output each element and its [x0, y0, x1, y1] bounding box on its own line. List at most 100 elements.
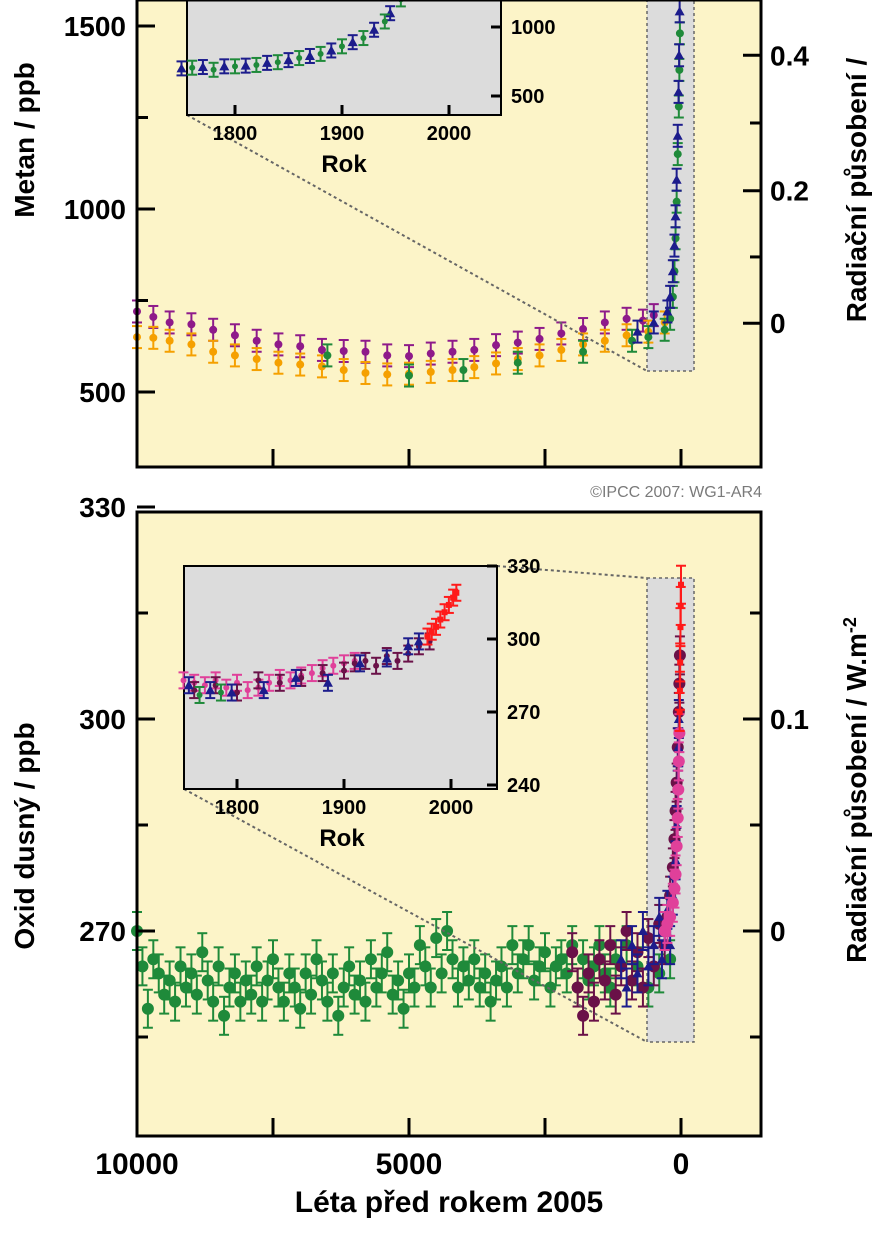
methane-inset-xlabel: Rok: [321, 151, 367, 178]
n2o-inset-point: [322, 673, 333, 692]
n2o-series: [131, 564, 686, 1036]
ch4-inset-point: [230, 58, 240, 75]
ch4-inset-point: [358, 30, 369, 47]
n2o-point: [670, 826, 683, 867]
n2o-inset-point: [215, 683, 226, 702]
ch4-point: [621, 323, 632, 348]
n2o-point: [299, 953, 312, 994]
n2o-inset-point: [306, 664, 317, 683]
ch4-inset-point: [262, 54, 273, 71]
n2o-point: [598, 960, 611, 1001]
n2o-point: [424, 967, 437, 1008]
ch4-point: [599, 310, 610, 335]
n2o-point: [141, 988, 154, 1029]
n2o-inset-xtick-label: 1800: [215, 797, 260, 819]
n2o-inset-point: [194, 685, 205, 704]
n2o-point: [245, 974, 258, 1015]
n2o-point: [620, 911, 633, 951]
n2o-inset-ytick-label: 240: [507, 775, 540, 797]
ch4-inset-ytick-label: 500: [511, 86, 544, 108]
n2o-zoom-connector-bottom: [183, 788, 648, 1043]
ch4-point: [425, 359, 436, 384]
ch4-point: [667, 259, 678, 284]
n2o-inset-point: [403, 637, 414, 656]
ch4-point: [670, 204, 681, 229]
ch4-point: [578, 339, 589, 364]
ch4-point: [599, 328, 610, 353]
ch4-inset-point: [283, 52, 294, 69]
ch4-point: [512, 350, 523, 375]
ch4-y2tick-label: 0.4: [770, 40, 809, 71]
n2o-ticks: 270 300 330 0 0.1 10000 5000 0: [79, 492, 809, 1181]
n2o-point: [397, 988, 410, 1029]
n2o-inset-point: [226, 683, 237, 702]
n2o-point: [207, 981, 220, 1022]
ch4-inset-point: [294, 50, 305, 67]
ch4-point: [164, 328, 175, 353]
ch4-inset-ytick-label: 1000: [511, 17, 556, 39]
n2o-point: [359, 981, 372, 1022]
n2o-point: [136, 946, 149, 987]
methane-panel: 1800 1900 2000 500 1000 Rok 500 1000 1500 0 0.2 0…: [9, 0, 872, 469]
n2o-y2label: Radiační působení / W.m-2: [840, 617, 872, 963]
n2o-point: [267, 939, 279, 980]
n2o-inset-point: [328, 656, 339, 675]
n2o-inset-ytick-label: 270: [507, 702, 540, 724]
ch4-inset-point: [208, 61, 219, 78]
methane-zoom-connector: [186, 114, 648, 372]
n2o-point: [604, 925, 617, 966]
ch4-inset-point: [240, 57, 251, 74]
ch4-inset-point: [176, 60, 187, 77]
n2o-inset-ytick-label: 330: [507, 556, 540, 578]
ch4-y2tick-label: 0.2: [770, 176, 809, 207]
ch4-point: [669, 233, 680, 258]
methane-y2label: Radiační působení /: [841, 58, 872, 323]
ch4-point: [186, 332, 197, 357]
n2o-xtick-label: 5000: [376, 1148, 443, 1181]
n2o-inset-point: [355, 654, 366, 673]
methane-ylabel: Metan / ppb: [9, 62, 40, 218]
ch4-inset-point: [219, 58, 230, 75]
ch4-inset-xtick-label: 1900: [320, 123, 365, 145]
methane-frame: [135, 0, 763, 469]
methane-inset-series: [176, 0, 406, 78]
n2o-point: [566, 932, 579, 973]
n2o-point: [648, 925, 659, 966]
n2o-inset-point: [242, 681, 253, 700]
n2o-point: [343, 946, 356, 987]
ch4-point: [491, 351, 502, 376]
n2o-point: [577, 995, 590, 1036]
copyright-notice: ©IPCC 2007: WG1-AR4: [590, 484, 762, 501]
ch4-point: [404, 344, 414, 369]
ch4-point: [648, 310, 659, 335]
ch4-inset-point: [187, 59, 198, 76]
n2o-inset-point: [392, 651, 403, 670]
n2o-point: [250, 946, 263, 987]
n2o-inset-point: [413, 632, 424, 651]
methane-zoom-window: [646, 0, 695, 372]
ch4-point: [672, 123, 683, 148]
n2o-point: [500, 967, 513, 1008]
n2o-point: [626, 960, 639, 1001]
ch4-point: [382, 362, 393, 387]
ch4-point: [556, 337, 567, 362]
n2o-y2tick-label: 0.1: [770, 704, 809, 735]
ch4-point: [404, 363, 414, 388]
n2o-point: [582, 953, 595, 994]
ch4-point: [447, 358, 458, 383]
n2o-point: [539, 932, 551, 973]
ch4-point: [469, 355, 480, 380]
n2o-inset-plot: [183, 565, 498, 790]
n2o-xtick-label: 10000: [95, 1148, 178, 1181]
n2o-inset-point: [189, 681, 200, 700]
ch4-inset-xtick-label: 2000: [427, 123, 472, 145]
n2o-point: [364, 939, 377, 980]
n2o-inset-point: [290, 668, 301, 687]
n2o-point: [196, 932, 209, 973]
methane-series: [132, 0, 686, 388]
n2o-point: [676, 564, 686, 605]
n2o-inset-point: [360, 651, 371, 670]
n2o-point: [381, 932, 394, 973]
ch4-inset-point: [379, 13, 390, 30]
